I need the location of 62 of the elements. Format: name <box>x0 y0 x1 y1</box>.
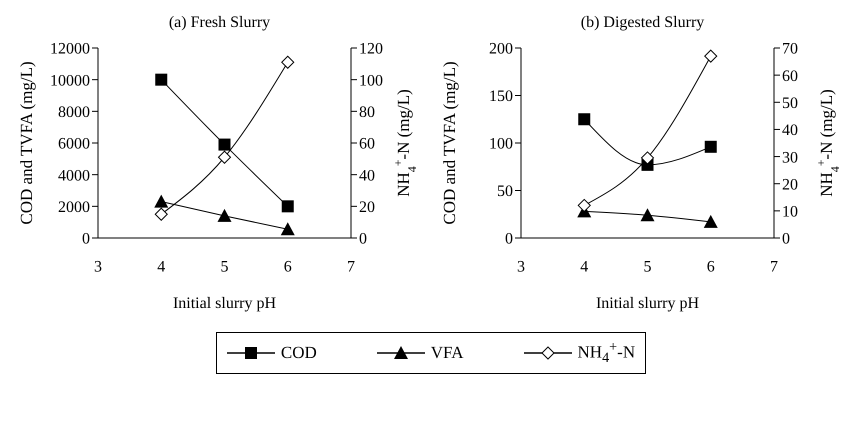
point <box>154 194 168 208</box>
y2-tick-label: 0 <box>359 230 367 248</box>
x-tick-label: 5 <box>220 258 228 276</box>
y2-tick-label: 40 <box>782 122 798 140</box>
y-tick-label: 0 <box>505 230 513 248</box>
y-tick-label: 200 <box>489 40 513 58</box>
legend-label: COD <box>280 343 317 364</box>
chart-title: (a) Fresh Slurry <box>168 14 272 32</box>
y2-tick-label: 20 <box>782 176 798 194</box>
y-tick-label: 150 <box>489 88 513 106</box>
point <box>280 222 295 236</box>
y2-tick-label: 60 <box>359 136 375 153</box>
x-tick-label: 6 <box>284 258 292 276</box>
point <box>704 214 718 228</box>
x-tick-label: 4 <box>580 258 588 276</box>
x-tick-label: 7 <box>770 258 778 276</box>
y2-tick-label: 50 <box>782 94 798 112</box>
y-tick-label: 10000 <box>50 72 90 90</box>
point <box>641 151 654 164</box>
y2-tick-label: 60 <box>782 68 798 85</box>
x-tick-label: 5 <box>644 258 652 276</box>
point <box>640 208 654 222</box>
point <box>578 198 591 212</box>
x-axis-title: Initial slurry pH <box>596 295 700 312</box>
y2-tick-label: 120 <box>359 40 383 58</box>
y2-tick-label: 70 <box>782 40 798 58</box>
legend-label: NH$_{4}$$^{+}$-N <box>578 339 636 368</box>
point <box>704 50 718 63</box>
y-tick-label: 0 <box>82 230 90 248</box>
x-tick-label: 3 <box>517 258 525 276</box>
y2-tick-label: 20 <box>359 199 375 216</box>
y-tick-label: 12000 <box>50 40 90 58</box>
y2-tick-label: 0 <box>782 230 790 248</box>
y-tick-label: 50 <box>497 183 513 200</box>
point <box>218 138 230 151</box>
x-axis-title: Initial slurry pH <box>172 295 276 312</box>
y-tick-label: 8000 <box>58 104 90 122</box>
point <box>704 140 717 153</box>
y2-tick-label: 10 <box>782 204 798 221</box>
y2-tick-label: 30 <box>782 149 798 166</box>
chart-title: (b) Digested Slurry <box>580 14 706 32</box>
x-tick-label: 4 <box>157 258 166 276</box>
y-tick-label: 4000 <box>58 167 90 184</box>
y-tick-label: 2000 <box>58 199 90 216</box>
point <box>155 74 168 86</box>
y2-tick-label: 100 <box>359 72 383 90</box>
y-tick-label: 6000 <box>58 136 90 153</box>
point <box>218 208 232 222</box>
point <box>218 150 231 164</box>
y-axis-title: COD and TVFA (mg/L) <box>440 61 459 225</box>
point <box>154 208 168 221</box>
legend-label: VFA <box>430 343 464 364</box>
x-tick-label: 3 <box>94 258 102 276</box>
x-tick-label: 6 <box>706 258 715 276</box>
y2-tick-label: 40 <box>359 167 375 184</box>
point <box>578 113 590 126</box>
y-tick-label: 100 <box>489 136 513 153</box>
y-axis-title: COD and TVFA (mg/L) <box>17 61 36 225</box>
y2-tick-label: 80 <box>359 104 375 122</box>
point <box>281 56 294 69</box>
point <box>282 200 294 212</box>
x-tick-label: 7 <box>347 258 355 276</box>
